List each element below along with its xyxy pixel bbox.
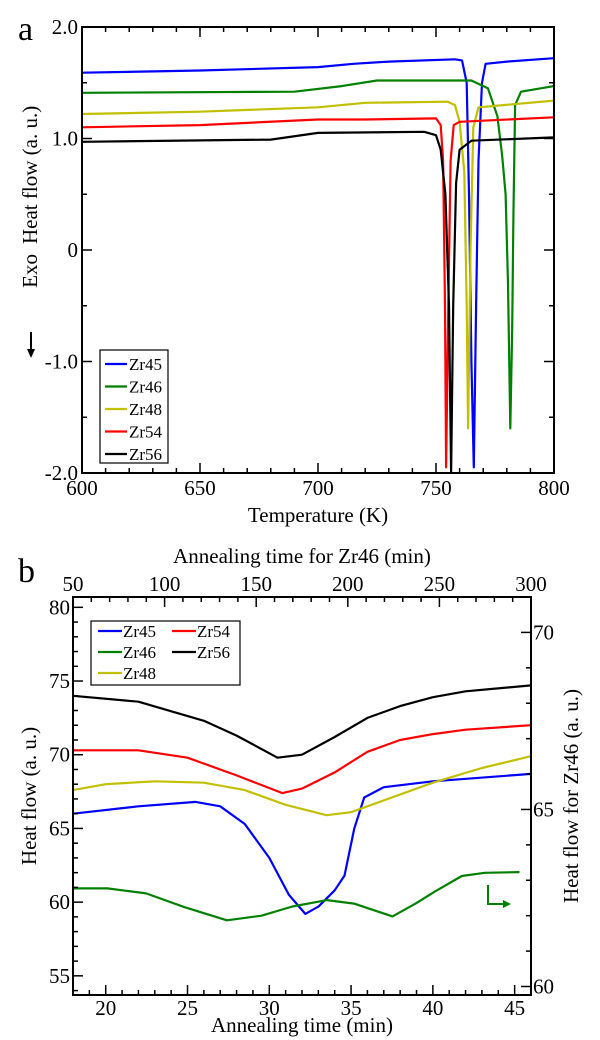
x-tick-label: 600 (66, 476, 98, 500)
panel-a-x-axis-title: Temperature (K) (248, 503, 388, 527)
y2-tick-label: 60 (533, 975, 554, 999)
panel-b-top-axis-title: Annealing time for Zr46 (min) (173, 544, 431, 568)
y-tick-label: 70 (49, 743, 70, 767)
legend-label-zr45: Zr45 (129, 355, 162, 374)
legend-box (99, 349, 169, 464)
y-axis-heat-flow-label: Heat flow (a. u.) (18, 106, 42, 244)
y-tick-label: 2.0 (52, 15, 78, 39)
y-tick-label: 75 (49, 669, 70, 693)
panel-a: a 600 650 700 750 800 2.0 1.0 0 -1.0 -2.0 Tempera… (18, 11, 570, 527)
series-line-zr45 (81, 57, 555, 469)
y-tick-label: 0 (68, 238, 79, 262)
y-axis-exo-label: Exo (18, 254, 42, 288)
series-line-zr46 (73, 871, 520, 922)
y-tick-label: 1.0 (52, 127, 78, 151)
panel-a-y-axis-title: Exo Heat flow (a. u.) (18, 106, 42, 288)
series-line-zr54 (81, 116, 555, 469)
x-tick-label: 25 (177, 996, 198, 1020)
x-tick-label: 45 (504, 996, 525, 1020)
legend-label-zr48: Zr48 (123, 664, 156, 683)
x2-tick-label: 50 (63, 572, 84, 596)
x-tick-label: 800 (538, 476, 570, 500)
x-tick-label: 40 (422, 996, 443, 1020)
panel-b-y2-axis-title: Heat flow for Zr46 (a. u.) (559, 689, 583, 903)
exo-arrow-icon (27, 332, 35, 358)
legend-label-zr54: Zr54 (129, 423, 163, 442)
x-tick-label: 35 (341, 996, 362, 1020)
y2-tick-label: 65 (533, 797, 554, 821)
panel-b-legend: Zr45 Zr46 Zr48 Zr54 Zr56 (90, 620, 241, 686)
panel-label-b: b (18, 553, 35, 590)
x2-tick-label: 250 (424, 572, 456, 596)
x-tick-label: 700 (302, 476, 334, 500)
legend-label-zr46: Zr46 (123, 643, 156, 662)
y-tick-label: 65 (49, 816, 70, 840)
panel-b-x-axis-title: Annealing time (min) (211, 1013, 393, 1037)
series-line-zr54 (73, 724, 532, 795)
series-line-zr48 (72, 755, 532, 817)
x-tick-label: 650 (184, 476, 216, 500)
series-line-zr46 (81, 79, 555, 430)
legend-label-zr46: Zr46 (129, 378, 162, 397)
panel-a-legend: Zr45 Zr46 Zr48 Zr54 Zr56 (99, 349, 169, 464)
y-tick-label: 55 (49, 964, 70, 988)
legend-label-zr56: Zr56 (129, 445, 162, 464)
x2-tick-label: 100 (149, 572, 181, 596)
y2-tick-label: 70 (533, 620, 554, 644)
panel-b-ticks: 20 25 30 35 40 45 50 100 150 200 250 300 55 60 65 70 75 8… (49, 572, 554, 1020)
panel-b-y-axis-title: Heat flow (a. u.) (17, 727, 41, 865)
legend-label-zr48: Zr48 (129, 400, 162, 419)
x2-tick-label: 300 (515, 572, 547, 596)
x2-tick-label: 200 (332, 572, 364, 596)
panel-label-a: a (18, 11, 33, 48)
series-line-zr56 (81, 130, 555, 475)
series-line-zr56 (72, 684, 532, 759)
panel-b: b Annealing time for Zr46 (min) 20 25 30 35… (17, 544, 583, 1037)
legend-label-zr45: Zr45 (123, 622, 156, 641)
panel-b-series (72, 684, 532, 922)
y-tick-label: 80 (49, 595, 70, 619)
y-tick-label: -1.0 (45, 350, 78, 374)
y-tick-label: -2.0 (45, 461, 78, 485)
x-tick-label: 20 (95, 996, 116, 1020)
x2-tick-label: 150 (240, 572, 272, 596)
panel-a-ticks: 600 650 700 750 800 2.0 1.0 0 -1.0 -2.0 (45, 15, 570, 500)
x-tick-label: 30 (259, 996, 280, 1020)
right-axis-arrow-icon (487, 885, 511, 908)
legend-label-zr56: Zr56 (197, 643, 230, 662)
x-tick-label: 750 (420, 476, 452, 500)
y-tick-label: 60 (49, 890, 70, 914)
legend-label-zr54: Zr54 (197, 622, 231, 641)
panel-a-series (81, 57, 555, 475)
series-line-zr45 (72, 772, 532, 915)
